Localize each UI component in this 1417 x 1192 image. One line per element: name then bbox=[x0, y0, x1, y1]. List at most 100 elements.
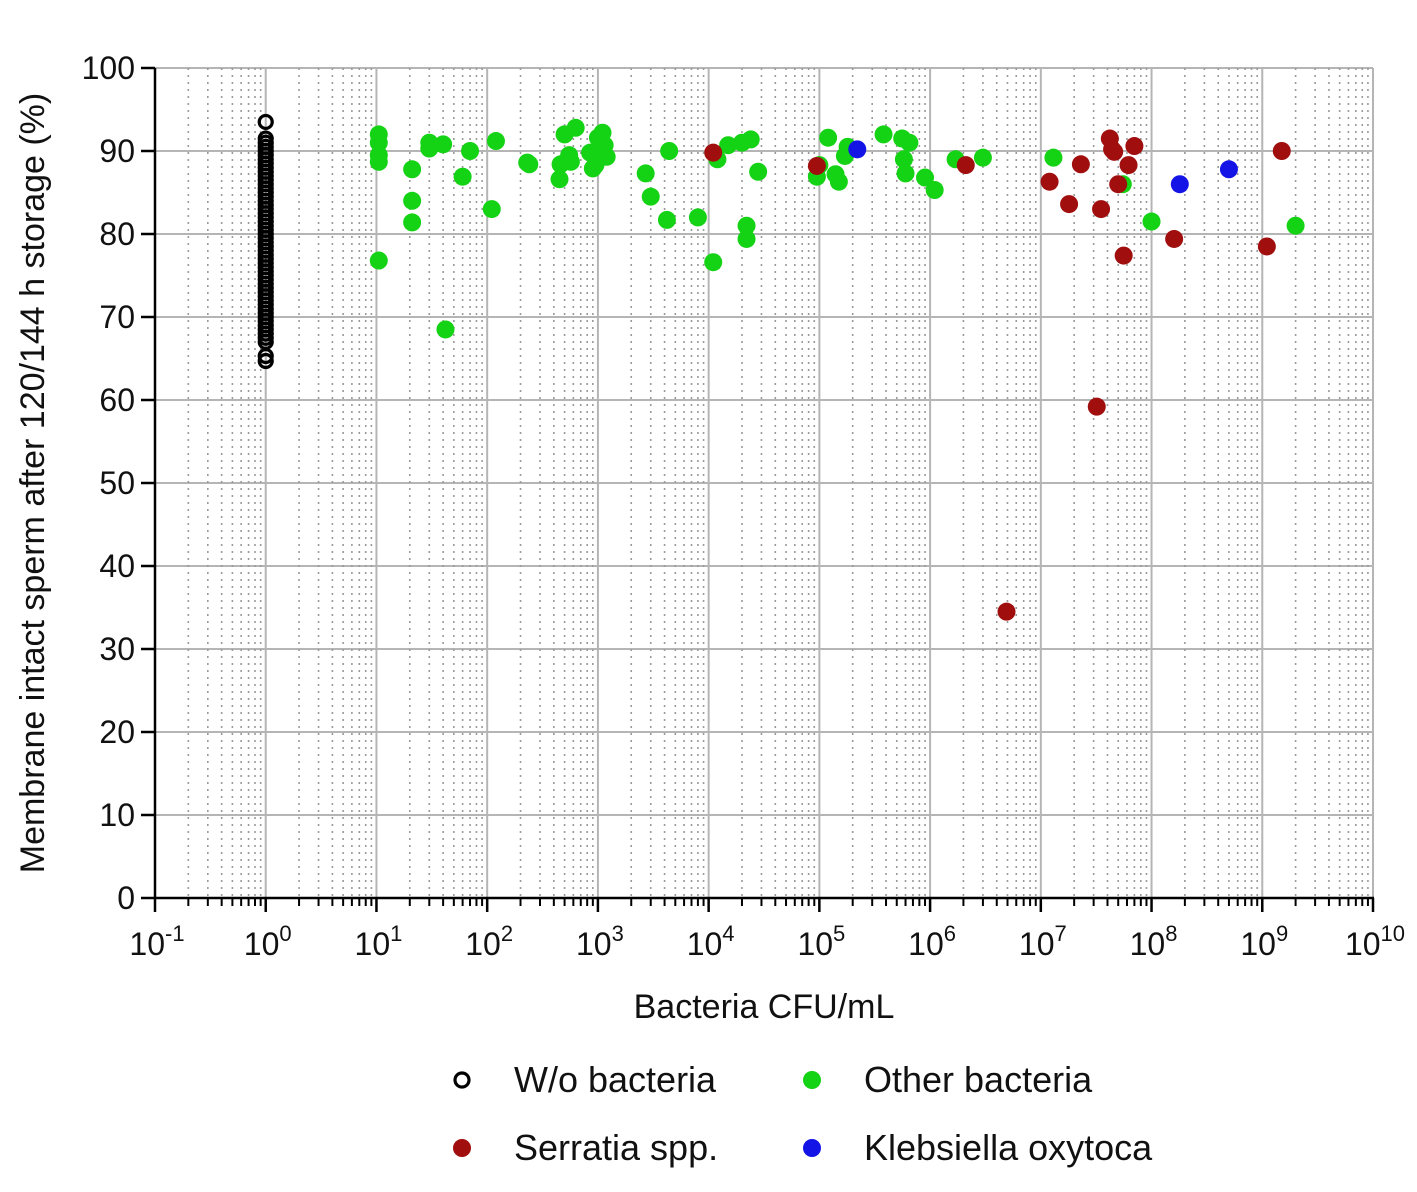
data-point bbox=[894, 150, 913, 169]
x-tick-label: 107 bbox=[1019, 921, 1067, 962]
data-point bbox=[434, 135, 453, 154]
y-tick-label: 10 bbox=[99, 797, 135, 833]
data-point bbox=[896, 164, 915, 183]
x-tick-base: 10 bbox=[797, 926, 833, 962]
data-point bbox=[973, 148, 992, 167]
data-point bbox=[848, 140, 867, 159]
x-tick-base: 10 bbox=[1240, 926, 1276, 962]
data-point bbox=[369, 251, 388, 270]
x-tick-exponent: 9 bbox=[1276, 921, 1288, 946]
data-point bbox=[482, 200, 501, 219]
x-tick-exponent: 7 bbox=[1054, 921, 1066, 946]
x-tick-exponent: 1 bbox=[390, 921, 402, 946]
x-tick-label: 108 bbox=[1130, 921, 1178, 962]
data-point bbox=[829, 172, 848, 191]
x-tick-exponent: 3 bbox=[612, 921, 624, 946]
data-point bbox=[1060, 195, 1079, 214]
data-point bbox=[550, 170, 569, 189]
axes bbox=[141, 66, 1375, 912]
y-tick-label: 50 bbox=[99, 465, 135, 501]
data-point bbox=[636, 164, 655, 183]
legend-item: Other bacteria bbox=[803, 1059, 1093, 1100]
data-point bbox=[704, 143, 723, 162]
legend-marker bbox=[453, 1071, 471, 1089]
x-tick-exponent: -1 bbox=[165, 921, 185, 946]
data-point bbox=[369, 152, 388, 171]
data-point bbox=[1286, 216, 1305, 235]
data-point bbox=[807, 156, 826, 175]
x-tick-exponent: 0 bbox=[279, 921, 291, 946]
y-tick-label: 80 bbox=[99, 216, 135, 252]
data-point bbox=[1092, 200, 1111, 219]
data-point bbox=[1040, 172, 1059, 191]
data-point bbox=[403, 191, 422, 210]
x-tick-label: 105 bbox=[797, 921, 845, 962]
legend-item: Serratia spp. bbox=[453, 1127, 718, 1168]
legend-item: W/o bacteria bbox=[453, 1059, 717, 1100]
x-tick-label: 100 bbox=[244, 921, 292, 962]
data-point bbox=[1165, 229, 1184, 248]
y-tick-label: 40 bbox=[99, 548, 135, 584]
data-point bbox=[1125, 137, 1144, 156]
x-tick-label: 106 bbox=[908, 921, 956, 962]
legend-label: Serratia spp. bbox=[514, 1127, 718, 1168]
y-tick-labels: 0 10 20 30 40 50 60 70 80 90 100 bbox=[82, 50, 135, 916]
data-point bbox=[956, 156, 975, 175]
x-tick-label: 103 bbox=[576, 921, 624, 962]
legend-label: W/o bacteria bbox=[514, 1059, 717, 1100]
data-point bbox=[737, 216, 756, 235]
grid-lines bbox=[155, 67, 1374, 898]
data-point bbox=[461, 142, 480, 160]
data-point bbox=[1119, 156, 1138, 175]
data-point bbox=[486, 132, 505, 151]
y-tick-label: 60 bbox=[99, 382, 135, 418]
data-point bbox=[257, 352, 274, 370]
x-tick-label: 109 bbox=[1240, 921, 1288, 962]
legend-marker bbox=[803, 1071, 821, 1089]
data-point bbox=[453, 167, 472, 186]
x-tick-base: 10 bbox=[908, 926, 944, 962]
y-tick-label: 20 bbox=[99, 714, 135, 750]
data-point bbox=[520, 155, 539, 174]
data-point bbox=[1219, 160, 1238, 179]
data-point bbox=[420, 139, 439, 158]
x-tick-label: 104 bbox=[687, 921, 735, 962]
data-point bbox=[566, 118, 585, 137]
x-tick-base: 10 bbox=[576, 926, 612, 962]
data-point bbox=[688, 208, 707, 227]
data-point bbox=[403, 213, 422, 232]
data-point bbox=[737, 229, 756, 248]
x-tick-label: 102 bbox=[465, 921, 513, 962]
data-point bbox=[1142, 212, 1161, 231]
series-w-o-bacteria bbox=[257, 113, 274, 370]
data-point bbox=[403, 160, 422, 179]
data-point bbox=[719, 136, 738, 155]
data-point bbox=[741, 130, 760, 149]
legend-marker bbox=[453, 1139, 471, 1157]
x-tick-exponent: 8 bbox=[1165, 921, 1177, 946]
data-point bbox=[1105, 142, 1124, 161]
x-tick-exponent: 4 bbox=[722, 921, 734, 946]
x-tick-base: 10 bbox=[1019, 926, 1055, 962]
y-tick-label: 30 bbox=[99, 631, 135, 667]
y-tick-label: 90 bbox=[99, 133, 135, 169]
x-tick-base: 10 bbox=[244, 926, 280, 962]
x-tick-base: 10 bbox=[129, 926, 165, 962]
data-point bbox=[925, 181, 944, 200]
x-tick-label: 1010 bbox=[1345, 921, 1405, 962]
data-point bbox=[874, 125, 893, 144]
data-point bbox=[641, 187, 660, 206]
data-points bbox=[257, 113, 1305, 621]
data-point bbox=[997, 602, 1016, 621]
y-tick-label: 70 bbox=[99, 299, 135, 335]
x-tick-label: 10-1 bbox=[129, 921, 184, 962]
data-point bbox=[561, 152, 580, 171]
data-point bbox=[819, 128, 838, 147]
y-tick-label: 0 bbox=[117, 880, 135, 916]
data-point bbox=[900, 133, 919, 152]
legend-label: Other bacteria bbox=[864, 1059, 1093, 1100]
data-point bbox=[1257, 237, 1276, 256]
data-point bbox=[704, 253, 723, 272]
x-tick-exponent: 6 bbox=[944, 921, 956, 946]
